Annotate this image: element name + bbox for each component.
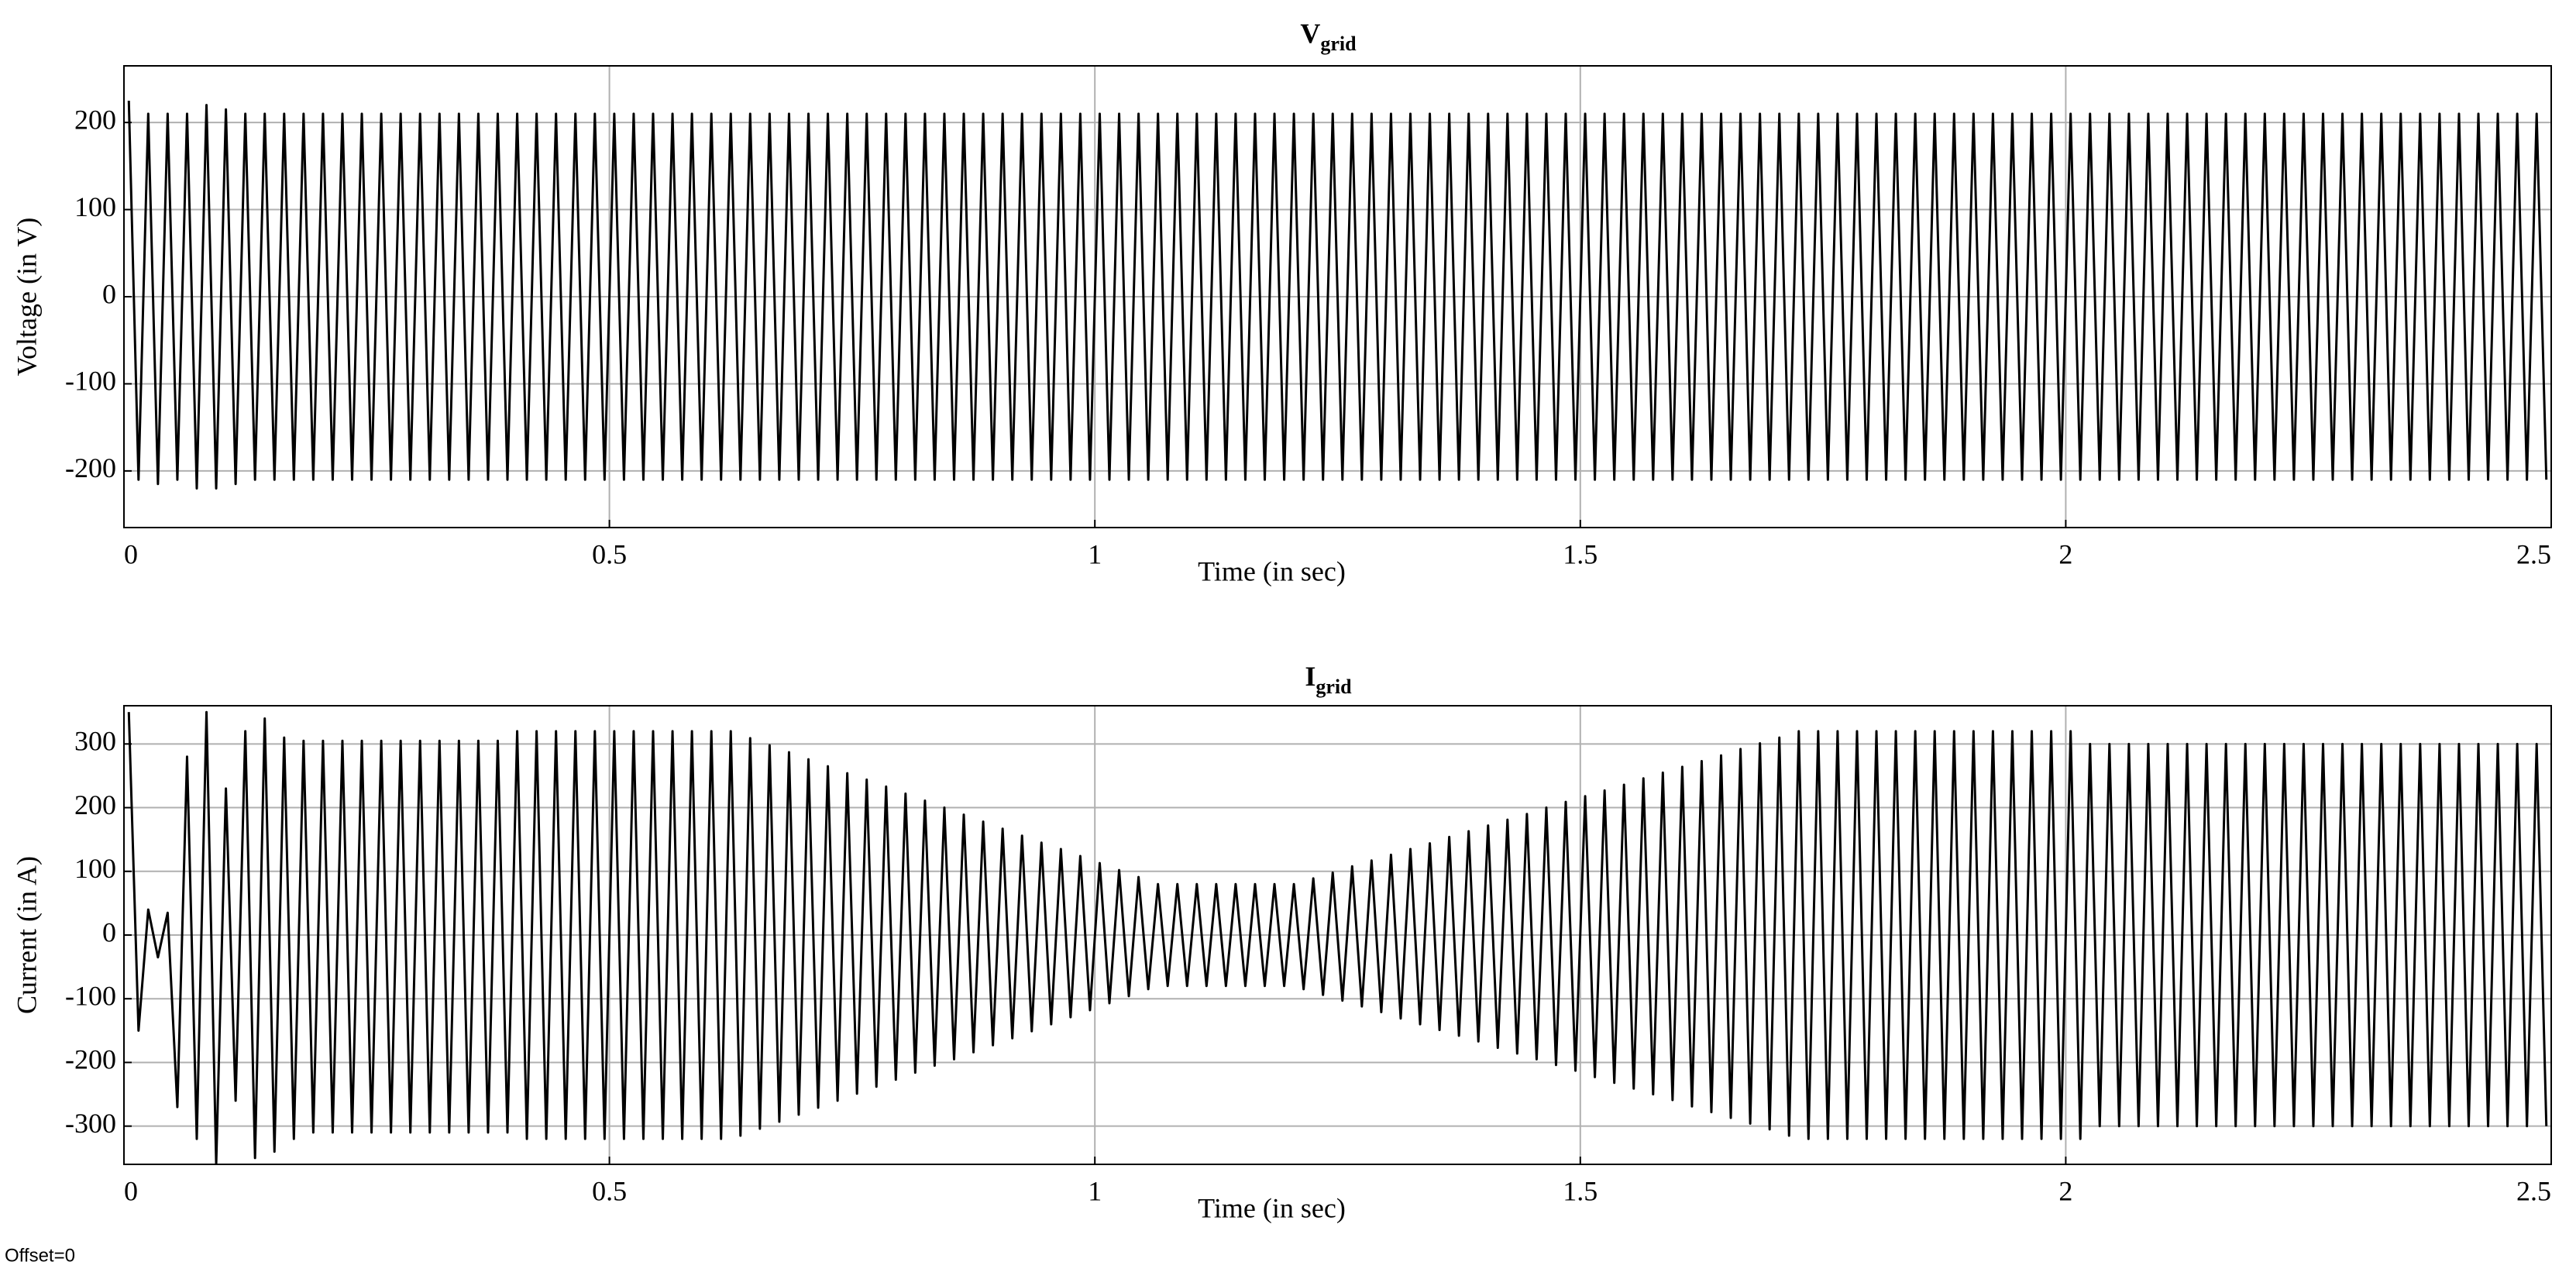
title-subscript: grid (1316, 676, 1352, 698)
title-subscript: grid (1320, 33, 1357, 55)
chart-title: Igrid (1305, 661, 1352, 698)
y-axis-label: Current (in A) (11, 856, 42, 1014)
y-tick-label: 200 (74, 104, 116, 135)
x-tick-label: 2 (2058, 1175, 2072, 1206)
x-tick-label: 1.5 (1563, 1175, 1598, 1206)
y-tick-label: 0 (102, 916, 116, 947)
x-tick-label: 0.5 (592, 538, 627, 569)
x-axis-label: Time (in sec) (1198, 1192, 1346, 1223)
y-tick-label: -200 (65, 452, 116, 483)
y-tick-label: -300 (65, 1108, 116, 1139)
signal-line (127, 710, 2548, 1164)
y-axis-label: Voltage (in V) (11, 218, 42, 376)
x-axis-label: Time (in sec) (1198, 555, 1346, 586)
y-tick-label: -100 (65, 366, 116, 397)
signal-line (127, 100, 2548, 490)
y-tick-label: 300 (74, 726, 116, 757)
y-tick-label: 100 (74, 191, 116, 222)
x-tick-label: 2.5 (2516, 538, 2551, 569)
axes-frame (123, 65, 2552, 528)
title-main: I (1305, 661, 1316, 692)
x-tick-label: 2 (2058, 538, 2072, 569)
x-tick-label: 1 (1088, 538, 1102, 569)
y-tick-label: 100 (74, 853, 116, 884)
chart-title: Vgrid (1300, 18, 1357, 55)
y-tick-label: -200 (65, 1044, 116, 1075)
x-tick-label: 1 (1088, 1175, 1102, 1206)
y-tick-label: 0 (102, 278, 116, 309)
subplot: -200 -100 0 100 200 0 0.5 1 1.5 2 2.5 Vgrid Time (in… (11, 18, 2552, 586)
y-tick-label: -100 (65, 980, 116, 1011)
x-tick-label: 1.5 (1563, 538, 1598, 569)
offset-label: Offset=0 (5, 1245, 75, 1266)
x-tick-label: 0 (124, 538, 138, 569)
title-main: V (1300, 18, 1320, 49)
x-tick-label: 0 (124, 1175, 138, 1206)
x-tick-label: 2.5 (2516, 1175, 2551, 1206)
x-tick-label: 0.5 (592, 1175, 627, 1206)
axes-frame (123, 705, 2552, 1165)
y-tick-label: 200 (74, 789, 116, 820)
subplot: -300 -200 -100 0 100 200 300 0 0.5 1 1.5 2 2.5 Igrid T… (11, 661, 2552, 1223)
